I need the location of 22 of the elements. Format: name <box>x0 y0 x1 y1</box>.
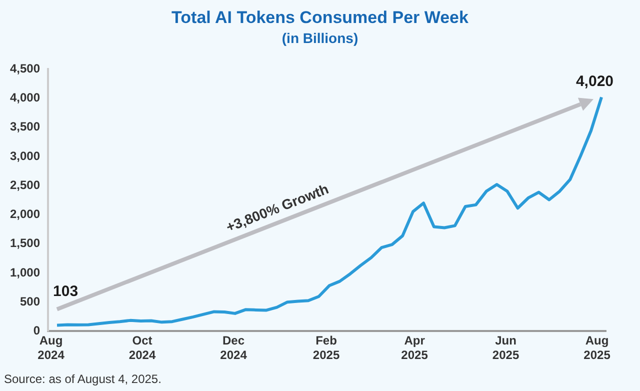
x-tick-label: Dec 2024 <box>220 334 248 362</box>
chart-subtitle: (in Billions) <box>280 30 360 46</box>
y-tick-label: 1,000 <box>10 265 40 280</box>
annotation: 103 <box>53 282 78 300</box>
y-tick-label: 3,500 <box>10 120 40 134</box>
x-tick-label: Feb 2025 <box>312 334 340 362</box>
x-tick-label: Aug 2024 <box>38 334 65 362</box>
y-tick-label: 4,000 <box>10 90 40 105</box>
y-tick-label: 500 <box>20 294 40 308</box>
x-tick-label: Jun 2025 <box>492 334 520 362</box>
y-tick-label: 1,500 <box>10 236 40 250</box>
chart-title: Total AI Tokens Consumed Per Week <box>170 8 470 28</box>
y-tick-label: 0 <box>33 324 40 338</box>
y-tick-label: 3,000 <box>10 148 40 163</box>
x-tick-label: Oct 2024 <box>128 334 156 362</box>
y-tick-label: 4,500 <box>10 62 40 76</box>
y-tick-label: 2,500 <box>10 178 40 192</box>
annotation: 4,020 <box>576 72 614 90</box>
x-tick-label: Aug 2025 <box>584 334 611 362</box>
x-tick-label: Apr 2025 <box>401 334 428 362</box>
source-note: Source: as of August 4, 2025. <box>4 372 162 386</box>
y-tick-label: 2,000 <box>10 207 40 222</box>
